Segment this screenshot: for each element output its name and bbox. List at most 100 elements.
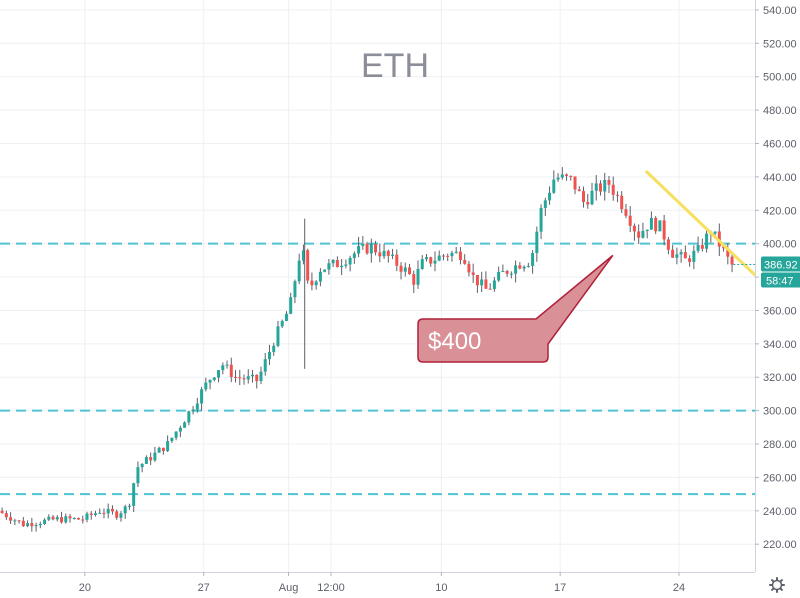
candle-body: [543, 200, 547, 208]
candle-body: [671, 249, 675, 258]
y-tick-label: 520.00: [763, 38, 797, 50]
y-tick-label: 500.00: [763, 72, 797, 84]
y-tick-label: 260.00: [763, 472, 797, 484]
candles: [0, 167, 734, 532]
candle-body: [603, 179, 607, 192]
candle-body: [318, 271, 322, 282]
candle-body: [514, 265, 518, 274]
candle-body: [38, 523, 42, 526]
price-axis[interactable]: 220.00 240.00 260.00 280.00 300.00 320.00 340.…: [755, 0, 800, 598]
candle-body: [569, 176, 573, 178]
candle-body: [391, 254, 395, 256]
candle-body: [624, 209, 628, 216]
candle-body: [649, 217, 653, 230]
candle-body: [357, 245, 361, 254]
candle-body: [242, 378, 246, 380]
candle-body: [68, 516, 72, 519]
candle-body: [4, 513, 8, 518]
candle-body: [471, 272, 475, 275]
y-tick-label: 220.00: [763, 539, 797, 551]
candle-body: [480, 279, 484, 286]
trendline-group[interactable]: [645, 170, 757, 277]
candle-body: [161, 447, 165, 452]
candle-body: [382, 250, 386, 257]
candle-body: [675, 254, 679, 258]
candle-body: [280, 320, 284, 327]
candle-body: [518, 265, 522, 269]
horizontal-levels[interactable]: [0, 242, 755, 496]
time-axis[interactable]: 20 27 Aug 12:00 10 17 24: [0, 572, 755, 594]
candle-body: [441, 255, 445, 257]
y-tick-label: 320.00: [763, 372, 797, 384]
y-tick-label: 400.00: [763, 239, 797, 251]
candle-body: [327, 263, 331, 270]
candle-body: [484, 279, 488, 289]
candle-body: [641, 230, 645, 238]
candle-body: [229, 364, 233, 377]
candle-body: [475, 274, 479, 286]
candle-body: [705, 233, 709, 249]
y-tick-label: 540.00: [763, 5, 797, 17]
price-callout[interactable]: $400: [417, 254, 614, 363]
x-tick-label: 12:00: [317, 582, 345, 594]
candle-body: [501, 270, 505, 272]
candle-body: [21, 520, 25, 527]
candle-body: [289, 297, 293, 314]
candle-body: [539, 207, 543, 232]
candle-body: [632, 225, 636, 232]
y-tick-label: 300.00: [763, 406, 797, 418]
candle-body: [276, 326, 280, 346]
candle-body: [89, 513, 93, 516]
candle-body: [611, 184, 615, 195]
candle-body: [692, 250, 696, 262]
candle-body: [157, 447, 161, 453]
x-tick-label: 27: [198, 582, 210, 594]
candle-body: [55, 517, 59, 520]
candle-body: [531, 253, 535, 266]
candle-body: [225, 364, 229, 366]
candle-body: [17, 520, 21, 522]
candle-body: [365, 243, 369, 254]
candle-body: [467, 263, 471, 273]
y-tick-label: 240.00: [763, 506, 797, 518]
candle-body: [679, 252, 683, 255]
countdown-label: 58:47: [766, 276, 794, 288]
x-tick-label: 10: [435, 582, 447, 594]
candle-body: [408, 267, 412, 275]
candle-body: [30, 523, 34, 527]
candle-body: [565, 174, 569, 177]
candle-body: [204, 382, 208, 390]
last-price-tag: [761, 256, 800, 272]
x-tick-label: Aug: [279, 582, 299, 594]
gear-icon[interactable]: [769, 577, 785, 593]
candle-body: [187, 411, 191, 423]
candle-body: [60, 517, 64, 523]
candle-body: [221, 365, 225, 371]
countdown-tag: [761, 272, 800, 288]
candle-body: [234, 376, 238, 378]
candle-body: [127, 505, 131, 507]
x-tick-label: 20: [79, 582, 91, 594]
trendline[interactable]: [645, 170, 757, 277]
last-price-tags: 386.92 58:47: [733, 256, 800, 288]
candle-body: [433, 260, 437, 264]
callout-shape[interactable]: [417, 254, 614, 363]
candle-body: [654, 217, 658, 232]
candle-body: [13, 520, 17, 522]
candle-body: [607, 179, 611, 185]
candle-body: [458, 251, 462, 261]
x-tick-label: 24: [673, 582, 685, 594]
candle-body: [102, 512, 106, 514]
candle-body: [700, 245, 704, 249]
candle-body: [208, 379, 212, 383]
candle-body: [98, 512, 102, 514]
candle-body: [301, 250, 305, 261]
chart-title: ETH: [361, 47, 429, 85]
candle-body: [195, 403, 199, 410]
candle-body: [293, 281, 297, 298]
candle-body: [115, 511, 119, 518]
candle-body: [730, 256, 734, 265]
y-tick-label: 360.00: [763, 305, 797, 317]
